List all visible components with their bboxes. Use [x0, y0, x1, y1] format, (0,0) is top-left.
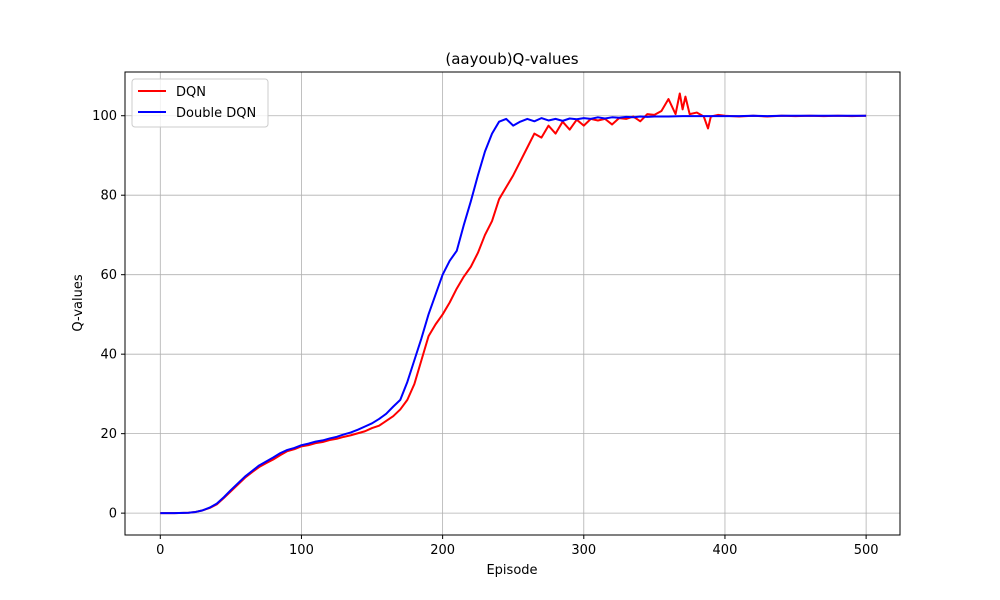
x-tick-label: 0: [156, 543, 164, 558]
y-tick-label: 20: [100, 427, 117, 442]
x-axis-label: Episode: [486, 563, 537, 578]
y-tick-label: 40: [100, 348, 117, 363]
x-tick-label: 300: [571, 543, 596, 558]
chart-title: (aayoub)Q-values: [445, 50, 578, 68]
y-axis: 0 20 40 60 80 100: [92, 109, 125, 522]
x-tick-label: 500: [854, 543, 879, 558]
legend-label-double-dqn: Double DQN: [176, 106, 256, 121]
x-axis: 0 100 200 300 400 500: [156, 535, 879, 558]
y-tick-label: 60: [100, 268, 117, 283]
y-tick-label: 80: [100, 189, 117, 204]
series-line-dqn: [160, 92, 867, 515]
plot-frame: [124, 71, 901, 536]
y-tick-label: 0: [109, 507, 117, 522]
x-tick-label: 200: [430, 543, 455, 558]
series-layer: [160, 92, 867, 515]
y-axis-label: Q-values: [71, 274, 86, 331]
x-tick-label: 400: [713, 543, 738, 558]
grid: [125, 72, 900, 535]
y-tick-label: 100: [92, 109, 117, 124]
legend-label-dqn: DQN: [176, 85, 206, 100]
x-tick-label: 100: [289, 543, 314, 558]
legend: DQN Double DQN: [131, 78, 269, 128]
series-line-double-dqn: [160, 114, 867, 515]
